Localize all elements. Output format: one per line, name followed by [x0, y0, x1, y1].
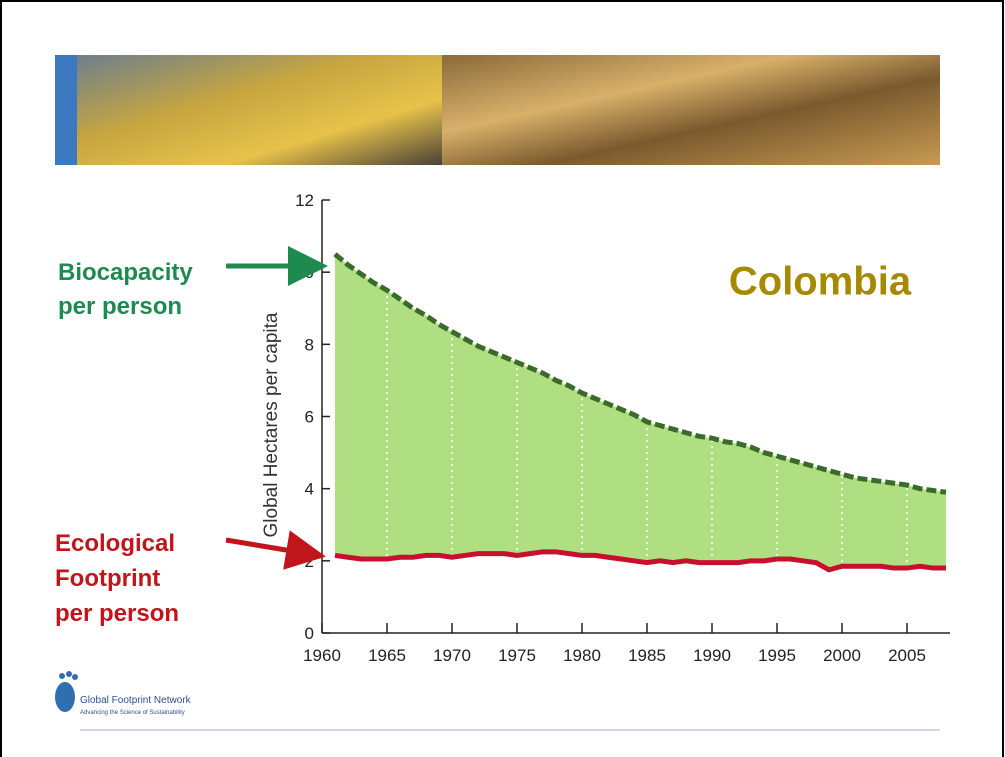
logo-tagline: Advancing the Science of Sustainability	[80, 710, 185, 716]
x-tick-label: 2000	[823, 646, 861, 665]
country-label: Colombia	[729, 260, 912, 304]
annotation: Ecological	[55, 530, 175, 557]
slide: 0246810121960196519701975198019851990199…	[0, 0, 1005, 757]
y-tick-label: 12	[295, 191, 314, 210]
logo-name: Global Footprint Network	[80, 695, 192, 706]
y-tick-label: 4	[305, 480, 314, 499]
banner-wheat	[442, 55, 940, 165]
logo	[55, 671, 78, 712]
x-tick-label: 1990	[693, 646, 731, 665]
banner-city	[77, 55, 442, 165]
y-tick-label: 8	[305, 335, 314, 354]
banner-stripe	[55, 55, 77, 165]
x-tick-label: 1975	[498, 646, 536, 665]
y-axis-label: Global Hectares per capita	[261, 312, 282, 537]
y-tick-label: 0	[305, 624, 314, 643]
x-tick-label: 1995	[758, 646, 796, 665]
x-tick-label: 1985	[628, 646, 666, 665]
annotation: per person	[58, 293, 182, 320]
x-tick-label: 1960	[303, 646, 341, 665]
x-tick-label: 1970	[433, 646, 471, 665]
annotation: Biocapacity	[58, 259, 193, 286]
x-tick-label: 2005	[888, 646, 926, 665]
arrow	[226, 540, 316, 555]
x-tick-label: 1965	[368, 646, 406, 665]
annotation: Footprint	[55, 565, 160, 592]
annotation: per person	[55, 600, 179, 627]
y-tick-label: 6	[305, 408, 314, 427]
x-tick-label: 1980	[563, 646, 601, 665]
